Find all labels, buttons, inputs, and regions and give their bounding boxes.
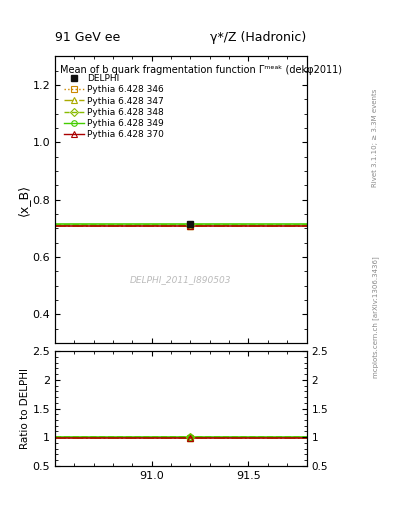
Text: γ*/Z (Hadronic): γ*/Z (Hadronic) — [210, 31, 307, 44]
Text: Mean of b quark fragmentation function Γᵐᵉᵃᵏ (dekφ2011): Mean of b quark fragmentation function Γ… — [60, 65, 342, 75]
Text: DELPHI_2011_I890503: DELPHI_2011_I890503 — [130, 275, 231, 285]
Text: Rivet 3.1.10; ≥ 3.3M events: Rivet 3.1.10; ≥ 3.3M events — [372, 89, 378, 187]
Text: mcplots.cern.ch [arXiv:1306.3436]: mcplots.cern.ch [arXiv:1306.3436] — [372, 257, 379, 378]
Y-axis label: ⟨x_B⟩: ⟨x_B⟩ — [17, 184, 29, 216]
Text: 91 GeV ee: 91 GeV ee — [55, 31, 120, 44]
Legend: DELPHI, Pythia 6.428 346, Pythia 6.428 347, Pythia 6.428 348, Pythia 6.428 349, : DELPHI, Pythia 6.428 346, Pythia 6.428 3… — [62, 72, 166, 141]
Y-axis label: Ratio to DELPHI: Ratio to DELPHI — [20, 368, 29, 449]
